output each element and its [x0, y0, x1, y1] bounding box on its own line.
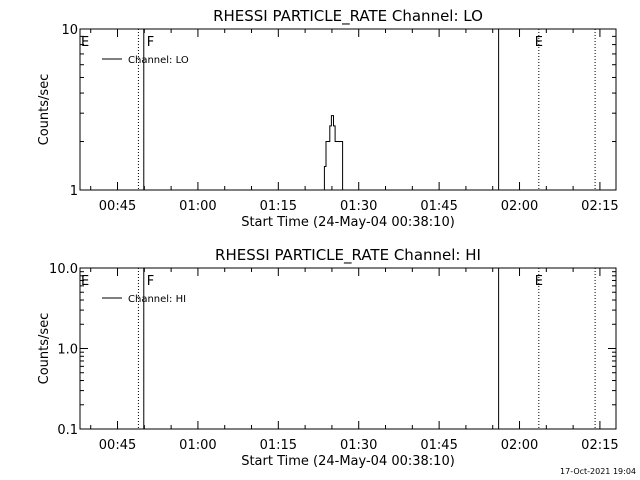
- legend-label: Channel: HI: [128, 294, 186, 305]
- legend-label: Channel: LO: [128, 55, 189, 66]
- event-marker-label: E: [81, 274, 89, 289]
- y-tick-label: 10: [61, 23, 78, 38]
- timestamp-stamp: 17-Oct-2021 19:04: [560, 467, 636, 476]
- x-tick-label: 01:15: [260, 438, 297, 453]
- x-tick-label: 01:30: [340, 438, 377, 453]
- y-axis-label: Counts/sec: [37, 74, 52, 146]
- y-tick-label: 1.0: [57, 343, 78, 358]
- x-tick-label: 01:45: [420, 438, 457, 453]
- x-tick-label: 02:15: [581, 438, 618, 453]
- x-tick-label: 01:30: [340, 199, 377, 214]
- y-tick-label: 1: [70, 184, 78, 199]
- plot-frame: [79, 28, 617, 191]
- y-tick-label: 0.1: [57, 423, 78, 438]
- chart-title: RHESSI PARTICLE_RATE Channel: LO: [213, 7, 483, 26]
- x-tick-label: 02:00: [501, 199, 538, 214]
- x-tick-label: 00:45: [99, 199, 136, 214]
- x-tick-label: 01:15: [260, 199, 297, 214]
- event-marker-label: E: [535, 35, 543, 50]
- event-marker-label: E: [535, 274, 543, 289]
- x-tick-label: 01:00: [179, 199, 216, 214]
- x-tick-label: 02:00: [501, 438, 538, 453]
- y-axis-label: Counts/sec: [37, 313, 52, 385]
- event-marker-label: E: [81, 35, 89, 50]
- y-tick-label: 10.0: [49, 262, 78, 277]
- chart-panel-lo: RHESSI PARTICLE_RATE Channel: LO Start Ti…: [37, 7, 619, 230]
- x-axis-label: Start Time (24-May-04 00:38:10): [241, 215, 455, 230]
- series-line: [323, 115, 344, 190]
- x-tick-label: 01:00: [179, 438, 216, 453]
- x-tick-label: 02:15: [581, 199, 618, 214]
- event-marker-label: F: [147, 35, 154, 50]
- chart-panel-hi: RHESSI PARTICLE_RATE Channel: HI Start Ti…: [37, 246, 619, 469]
- event-marker-label: F: [147, 274, 154, 289]
- x-axis-label: Start Time (24-May-04 00:38:10): [241, 454, 455, 469]
- chart-title: RHESSI PARTICLE_RATE Channel: HI: [215, 246, 481, 265]
- x-tick-label: 01:45: [420, 199, 457, 214]
- x-tick-label: 00:45: [99, 438, 136, 453]
